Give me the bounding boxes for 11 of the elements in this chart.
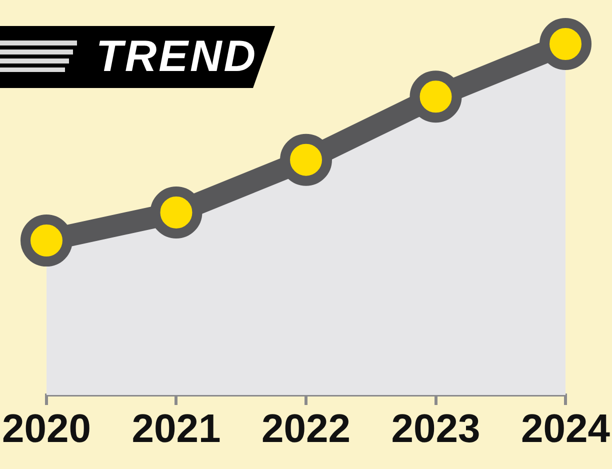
- point: [410, 70, 462, 123]
- point: [540, 18, 592, 70]
- point: [20, 214, 72, 267]
- x-tick-label: 2022: [262, 407, 350, 452]
- x-tick-label: 2021: [132, 407, 221, 452]
- chart-title: TREND: [96, 31, 258, 83]
- point: [150, 186, 202, 238]
- point: [280, 134, 332, 186]
- x-tick-label: 2024: [521, 407, 611, 452]
- x-tick-label: 2023: [391, 407, 480, 452]
- x-tick-label: 2020: [2, 407, 91, 452]
